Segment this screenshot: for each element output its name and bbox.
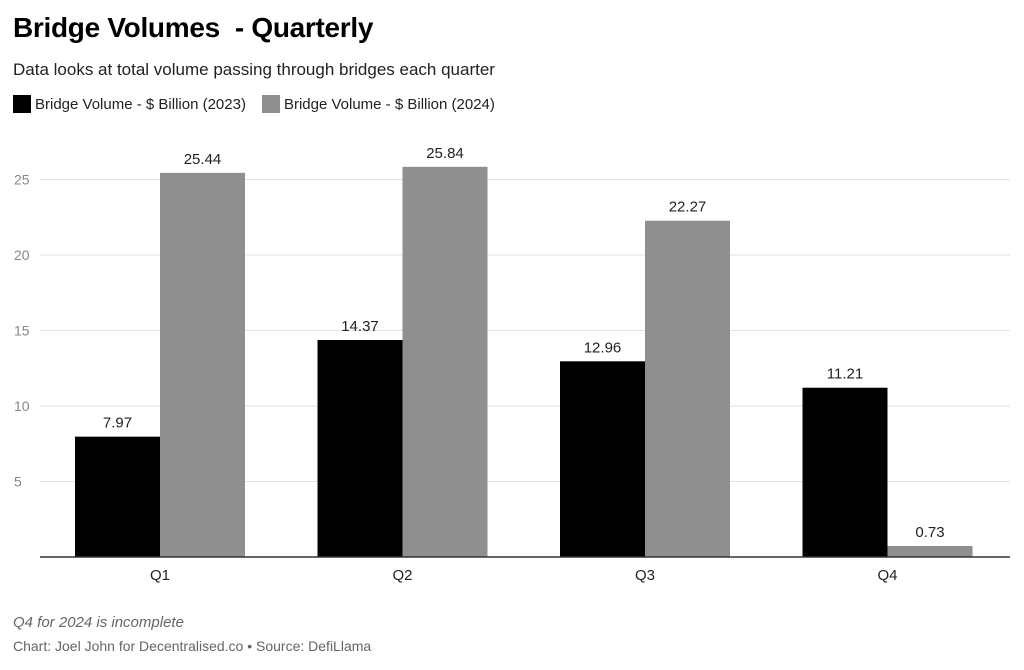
data-label-q2-s2: 25.84 (426, 145, 464, 162)
bar-q4-s2 (887, 545, 973, 557)
chart-subtitle: Data looks at total volume passing throu… (13, 60, 495, 79)
legend-item-2023: Bridge Volume - $ Billion (2023) (13, 95, 246, 113)
chart-legend: Bridge Volume - $ Billion (2023) Bridge … (13, 95, 511, 113)
bar-q3-s1 (560, 361, 645, 557)
data-label-q4-s2: 0.73 (915, 524, 944, 541)
data-label-q1-s1: 7.97 (103, 415, 132, 432)
bar-q1-s1 (75, 436, 160, 557)
bar-q1-s2 (160, 172, 245, 557)
data-label-q2-s1: 14.37 (341, 318, 379, 335)
source-credit: Chart: Joel John for Decentralised.co • … (13, 638, 372, 654)
x-tick-label-q1: Q1 (150, 567, 170, 584)
footnote: Q4 for 2024 is incomplete (13, 614, 184, 631)
bar-q2-s1 (317, 340, 403, 557)
legend-label-2023: Bridge Volume - $ Billion (2023) (35, 95, 246, 113)
bar-chart: 5 10 15 20 25 7.97 25.44 Q1 14.37 25.84 Q2 12.96 22.… (14, 145, 1010, 584)
data-label-q3-s1: 12.96 (584, 339, 622, 356)
x-tick-label-q2: Q2 (392, 567, 412, 584)
bar-q4-s1 (802, 387, 888, 557)
y-tick-label-25: 25 (14, 172, 30, 188)
data-label-q1-s2: 25.44 (184, 151, 222, 168)
x-tick-label-q3: Q3 (635, 567, 655, 584)
chart-title: Bridge Volumes - Quarterly (13, 12, 374, 43)
y-tick-label-10: 10 (14, 398, 30, 414)
legend-item-2024: Bridge Volume - $ Billion (2024) (261, 95, 495, 113)
x-tick-label-q4: Q4 (877, 567, 897, 584)
data-label-q4-s1: 11.21 (827, 366, 863, 383)
legend-label-2024: Bridge Volume - $ Billion (2024) (283, 95, 495, 113)
y-tick-label-15: 15 (14, 323, 30, 339)
y-tick-label-5: 5 (14, 474, 22, 490)
y-tick-label-20: 20 (14, 247, 30, 263)
legend-swatch-2024 (261, 95, 280, 113)
bar-q3-s2 (645, 220, 730, 557)
bar-q2-s2 (402, 166, 488, 557)
data-label-q3-s2: 22.27 (669, 199, 707, 216)
legend-swatch-2023 (13, 95, 31, 113)
